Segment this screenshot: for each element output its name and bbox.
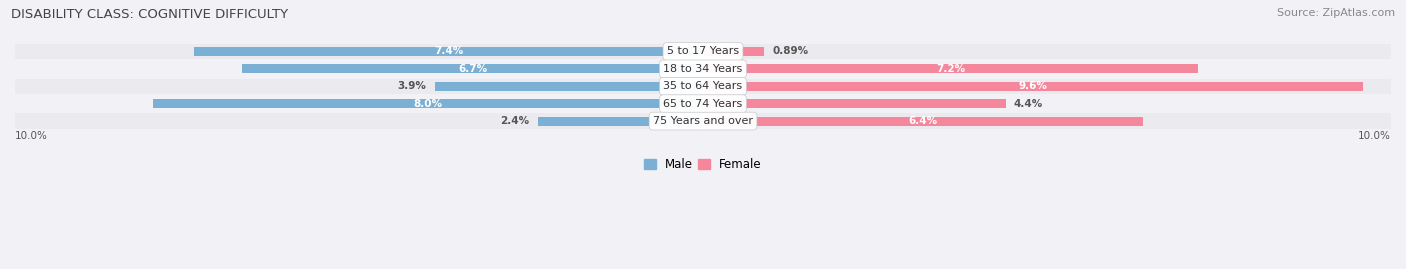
Text: 4.4%: 4.4% (1014, 99, 1043, 109)
Bar (242, 64, 703, 73)
Bar (703, 116, 1143, 126)
Text: 10.0%: 10.0% (1358, 131, 1391, 141)
Legend: Male, Female: Male, Female (644, 158, 762, 171)
Text: 9.6%: 9.6% (1019, 81, 1047, 91)
Bar (703, 82, 1364, 91)
Bar (15, 79, 1391, 94)
Bar (538, 116, 703, 126)
Bar (703, 47, 765, 56)
Bar (15, 61, 1391, 77)
Text: 2.4%: 2.4% (501, 116, 530, 126)
Bar (15, 44, 1391, 59)
Text: 35 to 64 Years: 35 to 64 Years (664, 81, 742, 91)
Text: 8.0%: 8.0% (413, 99, 443, 109)
Bar (153, 99, 703, 108)
Text: 3.9%: 3.9% (398, 81, 426, 91)
Bar (434, 82, 703, 91)
Text: 6.4%: 6.4% (908, 116, 938, 126)
Text: DISABILITY CLASS: COGNITIVE DIFFICULTY: DISABILITY CLASS: COGNITIVE DIFFICULTY (11, 8, 288, 21)
Text: 7.4%: 7.4% (434, 47, 463, 56)
Bar (15, 114, 1391, 129)
Text: 5 to 17 Years: 5 to 17 Years (666, 47, 740, 56)
Bar (194, 47, 703, 56)
Bar (703, 99, 1005, 108)
Text: 65 to 74 Years: 65 to 74 Years (664, 99, 742, 109)
Bar (703, 64, 1198, 73)
Text: 18 to 34 Years: 18 to 34 Years (664, 64, 742, 74)
Text: 75 Years and over: 75 Years and over (652, 116, 754, 126)
Text: 10.0%: 10.0% (15, 131, 48, 141)
Bar (15, 96, 1391, 111)
Text: 7.2%: 7.2% (936, 64, 966, 74)
Text: 0.89%: 0.89% (772, 47, 808, 56)
Text: 6.7%: 6.7% (458, 64, 486, 74)
Text: Source: ZipAtlas.com: Source: ZipAtlas.com (1277, 8, 1395, 18)
